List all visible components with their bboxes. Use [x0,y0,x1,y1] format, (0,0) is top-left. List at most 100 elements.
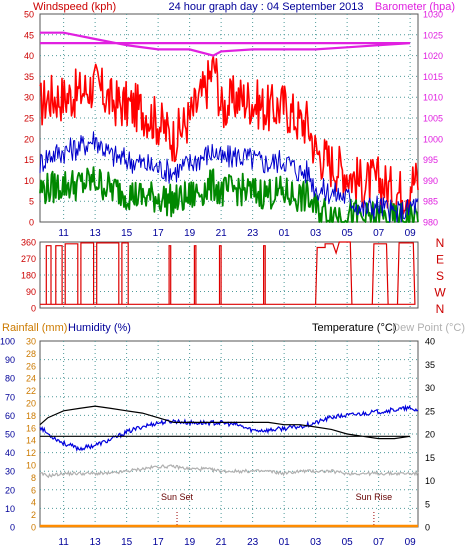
hour-tick-label: 15 [121,537,133,548]
wind-series [39,31,419,223]
windspeed-tick-labels: 0 5 10 15 20 25 30 35 40 45 50 [24,10,34,228]
compass-label: E [436,253,444,267]
axis-tick-label: 1000 [423,134,443,144]
hour-tick-label: 09 [405,537,417,548]
axis-tick-label: 26 [26,361,36,371]
hour-tick-label: 01 [279,228,291,239]
barometer-axis-title: Barometer (hpa) [375,1,455,13]
axis-tick-label: 18 [26,411,36,421]
hour-tick-label: 03 [310,537,322,548]
hour-tick-label: 21 [216,537,228,548]
temperature-hour-tick-labels: 11 13 15 17 19 21 23 01 03 05 07 09 [58,537,416,548]
axis-tick-label: 40 [425,337,435,347]
average-series-line [39,166,419,223]
compass-label: N [436,236,445,250]
sun-annotations: Sun Set Sun Rise [161,492,392,527]
hour-tick-label: 11 [58,537,69,548]
axis-tick-label: 270 [21,254,36,264]
axis-tick-label: 90 [26,287,36,297]
axis-tick-label: 50 [24,10,34,20]
temperature-axis-title: Temperature (°C) [312,322,396,334]
axis-tick-label: 25 [24,114,34,124]
axis-tick-label: 45 [24,30,34,40]
axis-tick-label: 4 [31,498,36,508]
hour-tick-label: 15 [121,228,133,239]
axis-tick-label: 1015 [423,72,443,82]
barometer-series-line [40,31,411,57]
axis-tick-label: 20 [24,134,34,144]
axis-tick-label: 90 [5,355,15,365]
windspeed-axis-title: Windspeed (kph) [33,1,116,13]
axis-tick-label: 360 [21,238,36,248]
hour-tick-label: 19 [184,537,196,548]
wind-direction-series-line [40,241,416,305]
axis-tick-label: 20 [26,399,36,409]
axis-tick-label: 10 [425,476,435,486]
axis-tick-label: 990 [423,176,438,186]
axis-tick-label: 6 [31,485,36,495]
barometer-tick-labels: 980 985 990 995 1000 1005 1010 1015 1020 1025 1030 [423,10,443,228]
axis-tick-label: 0 [29,218,34,228]
axis-tick-label: 80 [5,374,15,384]
temperature-series-line [39,405,411,440]
temperature-series [39,404,419,528]
gust-series-line [39,55,419,219]
axis-tick-label: 14 [26,436,36,446]
axis-tick-label: 30 [425,383,435,393]
temperature-tick-labels: 0 5 10 15 20 25 30 35 40 [425,337,435,533]
axis-tick-label: 5 [29,197,34,207]
axis-tick-label: 5 [425,499,430,509]
axis-tick-label: 1030 [423,10,443,20]
temperature-panel: Rainfall (mm) Humidity (%) Temperature (… [0,322,465,548]
rainfall-axis-title: Rainfall (mm) [2,322,67,334]
axis-tick-label: 28 [26,349,36,359]
hour-tick-label: 19 [184,228,196,239]
axis-tick-label: 50 [5,430,15,440]
axis-tick-label: 40 [5,448,15,458]
sun-annotation-label: Sun Rise [356,492,393,502]
axis-tick-label: 30 [5,467,15,477]
hour-tick-label: 17 [153,228,165,239]
dewpoint-series-line [39,464,419,479]
hour-tick-label: 21 [216,228,228,239]
axis-tick-label: 0 [31,523,36,533]
axis-tick-label: 10 [5,504,15,514]
dewpoint-axis-title: Dew Point (°C) [392,322,465,334]
axis-tick-label: 2 [31,510,36,520]
humidity-series-line [39,404,419,453]
hour-tick-label: 07 [373,228,385,239]
sun-annotation-label: Sun Set [161,492,194,502]
axis-tick-label: 16 [26,423,36,433]
compass-label: N [436,302,445,316]
chart-title: 24 hour graph day : 04 September 2013 [168,1,363,13]
axis-tick-label: 70 [5,392,15,402]
axis-tick-label: 1010 [423,93,443,103]
compass-label: W [434,286,446,300]
axis-tick-label: 1020 [423,51,443,61]
humidity-tick-labels: 0 10 20 30 40 50 60 70 80 90 100 [0,337,15,533]
axis-tick-label: 10 [26,461,36,471]
axis-tick-label: 15 [425,453,435,463]
axis-tick-label: 24 [26,374,36,384]
axis-tick-label: 10 [24,176,34,186]
axis-tick-label: 20 [425,430,435,440]
axis-tick-label: 35 [24,72,34,82]
direction-series [40,241,416,305]
axis-tick-label: 30 [26,337,36,347]
hour-tick-label: 23 [247,537,259,548]
axis-tick-label: 180 [21,271,36,281]
wind-hour-tick-labels: 11 13 15 17 19 21 23 01 03 05 07 09 [58,228,416,239]
axis-tick-label: 1025 [423,30,443,40]
axis-tick-label: 8 [31,473,36,483]
wind-panel: Windspeed (kph) 24 hour graph day : 04 S… [24,1,455,239]
humidity-axis-title: Humidity (%) [68,322,131,334]
hour-tick-label: 03 [310,228,322,239]
hour-tick-label: 17 [153,537,165,548]
axis-tick-label: 15 [24,155,34,165]
wind-series-line [39,131,419,223]
axis-tick-label: 22 [26,386,36,396]
